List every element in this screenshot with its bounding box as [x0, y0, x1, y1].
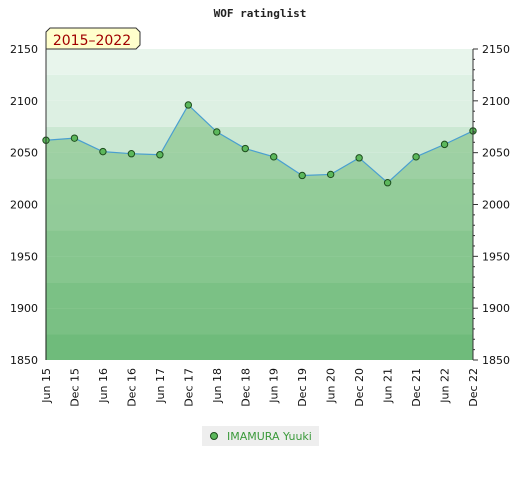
data-point	[213, 128, 221, 136]
grid-band	[46, 178, 473, 205]
legend-marker-icon	[210, 432, 218, 440]
y-tick-label-right: 1850	[482, 354, 510, 367]
x-tick-label: Jun 16	[97, 368, 110, 404]
y-tick-label-right: 1950	[482, 250, 510, 263]
y-tick-label-right: 2150	[482, 43, 510, 56]
x-tick-label: Dec 18	[239, 368, 252, 407]
x-tick-label: Jun 19	[268, 368, 281, 404]
x-tick-label: Dec 17	[182, 368, 195, 407]
grid-band	[46, 49, 473, 75]
x-tick-label: Jun 20	[325, 368, 338, 404]
x-tick-label: Jun 22	[439, 368, 452, 404]
badge-box	[45, 27, 141, 50]
rating-area	[46, 104, 473, 360]
x-tick-label: Jun 21	[382, 368, 395, 404]
y-axis-right-ticks: 1850 1900 1950 2000 2050 2100 2150	[473, 43, 510, 367]
y-tick-label-left: 1900	[10, 302, 38, 315]
y-tick-label-left: 2050	[10, 147, 38, 160]
series-line	[45, 104, 474, 184]
data-point	[326, 170, 335, 179]
x-axis-ticks: Jun 15 Dec 15 Jun 16 Dec 16 Jun 17 Dec 17 Jun …	[40, 368, 480, 407]
rating-markers	[42, 101, 477, 187]
x-tick-label: Dec 16	[125, 368, 138, 407]
x-tick-label: Dec 22	[467, 368, 480, 407]
series-area	[46, 104, 473, 360]
data-point	[298, 171, 306, 180]
chart-title: WOF ratinglist	[214, 7, 307, 20]
y-tick-label-right: 1900	[482, 302, 510, 315]
grid-band	[46, 152, 473, 179]
y-tick-label-left: 2100	[10, 95, 38, 108]
y-tick-label-left: 2150	[10, 43, 38, 56]
y-axis-left-ticks: 1850 1900 1950 2000 2050 2100 2150	[10, 43, 38, 367]
y-tick-label-right: 2050	[482, 147, 510, 160]
x-tick-label: Dec 20	[353, 368, 366, 407]
x-tick-label: Dec 15	[68, 368, 81, 407]
x-tick-label: Jun 15	[40, 368, 53, 404]
badge-label: 2015–2022	[53, 33, 131, 49]
grid-band	[46, 256, 473, 283]
grid-band	[46, 100, 473, 127]
data-point	[383, 179, 392, 187]
grid-band	[46, 334, 473, 360]
x-tick-label: Dec 21	[410, 368, 423, 407]
y-tick-label-right: 2000	[482, 199, 510, 212]
x-tick-label: Dec 19	[296, 368, 309, 407]
y-tick-label-left: 1950	[10, 250, 38, 263]
data-point	[270, 153, 278, 161]
year-range-badge: 2015–2022	[45, 27, 141, 50]
data-point	[184, 101, 193, 109]
y-tick-label-left: 1850	[10, 354, 38, 367]
grid-band	[46, 126, 473, 153]
x-tick-label: Jun 18	[211, 368, 224, 404]
data-point	[127, 150, 136, 158]
data-point	[99, 147, 107, 156]
y-tick-label-right: 2100	[482, 95, 510, 108]
data-point	[355, 154, 363, 162]
background-bands	[46, 49, 473, 360]
data-point	[70, 134, 79, 142]
grid-band	[46, 204, 473, 231]
data-point	[241, 144, 249, 153]
data-point	[440, 140, 449, 149]
grid-band	[46, 230, 473, 257]
grid-band	[46, 282, 473, 309]
x-tick-label: Jun 17	[154, 368, 167, 404]
y-tick-label-left: 2000	[10, 199, 38, 212]
data-point	[412, 153, 420, 161]
grid-band	[46, 308, 473, 335]
legend-series-label: IMAMURA Yuuki	[227, 429, 312, 443]
data-point	[156, 151, 164, 159]
grid-band	[46, 74, 473, 101]
legend: IMAMURA Yuuki	[202, 426, 319, 446]
